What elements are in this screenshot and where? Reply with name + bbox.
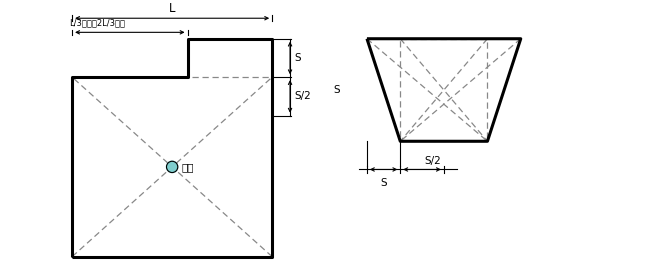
Text: S/2: S/2	[294, 91, 311, 101]
Text: L/3以上～2L/3以下: L/3以上～2L/3以下	[70, 19, 125, 28]
Text: S/2: S/2	[424, 156, 442, 166]
Text: S: S	[333, 85, 340, 95]
Circle shape	[166, 161, 178, 173]
Text: S: S	[294, 53, 300, 63]
Text: L: L	[169, 2, 175, 15]
Text: S: S	[380, 178, 387, 188]
Text: 中心: 中心	[182, 162, 194, 172]
